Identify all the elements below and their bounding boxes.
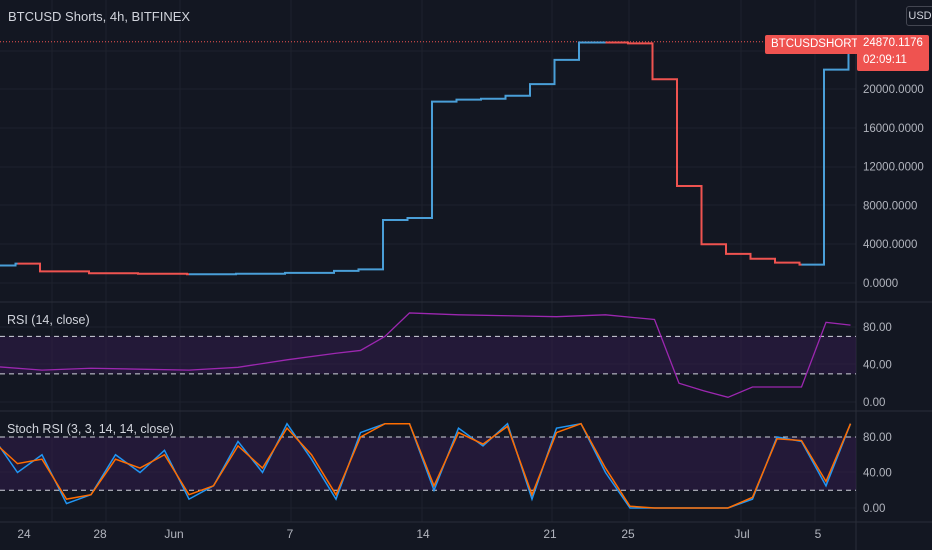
time-axis-label: 7 xyxy=(287,527,294,541)
price-segment xyxy=(458,97,483,101)
price-axis-label: 8000.0000 xyxy=(863,200,917,212)
rsi-axis-label: 40.00 xyxy=(863,360,892,372)
price-segment xyxy=(507,83,532,97)
price-segment xyxy=(777,261,802,266)
price-segment xyxy=(728,252,753,260)
price-segment xyxy=(556,41,581,61)
last-price-value: 24870.1176 xyxy=(863,37,923,49)
price-axis-label: 20000.0000 xyxy=(863,84,924,96)
price-axis-label: 12000.0000 xyxy=(863,162,924,174)
price-segment xyxy=(703,243,728,255)
rsi-axis-label: 0.00 xyxy=(863,397,885,409)
price-segment xyxy=(336,268,361,272)
rsi-band-fill xyxy=(0,336,856,374)
stoch-axis-label: 80.00 xyxy=(863,432,892,444)
price-axis-label: 4000.0000 xyxy=(863,239,917,251)
price-segment xyxy=(385,217,410,221)
time-axis-label: 28 xyxy=(93,527,107,541)
price-segment xyxy=(360,218,385,271)
price-segment xyxy=(483,94,508,100)
price-segment xyxy=(287,269,336,274)
time-axis-label: 14 xyxy=(416,527,430,541)
price-segment xyxy=(42,270,91,275)
price-segment xyxy=(17,262,42,273)
price-segment xyxy=(532,58,557,86)
time-axis-label: 5 xyxy=(815,527,822,541)
time-axis-label: 21 xyxy=(543,527,557,541)
price-segment xyxy=(679,185,704,246)
price-segment xyxy=(801,68,826,266)
price-segment xyxy=(0,262,18,267)
stoch-band-fill xyxy=(0,437,856,491)
stoch-d-line xyxy=(0,422,852,509)
currency-button[interactable]: USD xyxy=(906,6,932,26)
time-axis-label: Jun xyxy=(164,527,183,541)
bar-countdown: 02:09:11 xyxy=(863,54,907,66)
chart-title: BTCUSD Shorts, 4h, BITFINEX xyxy=(8,9,191,24)
price-segment xyxy=(654,78,679,187)
time-axis-label: 25 xyxy=(621,527,635,541)
price-segment xyxy=(752,257,777,264)
price-segment xyxy=(434,98,459,103)
price-axis-label: 16000.0000 xyxy=(863,123,924,135)
price-segment xyxy=(605,41,630,45)
price-segment xyxy=(238,271,287,275)
rsi-axis-label: 80.00 xyxy=(863,322,892,334)
price-segment xyxy=(630,42,655,81)
stoch-axis-label: 40.00 xyxy=(863,468,892,480)
price-segment xyxy=(409,100,434,220)
rsi-indicator-label[interactable]: RSI (14, close) xyxy=(7,313,90,327)
symbol-price-label: BTCUSDSHORTS xyxy=(765,35,872,54)
price-axis-label: 0.0000 xyxy=(863,278,898,290)
stoch-rsi-indicator-label[interactable]: Stoch RSI (3, 3, 14, 14, close) xyxy=(7,422,174,436)
stoch-axis-label: 0.00 xyxy=(863,503,885,515)
rsi-line xyxy=(0,312,851,398)
time-axis-label: 24 xyxy=(17,527,31,541)
time-axis-label: Jul xyxy=(734,527,749,541)
last-price-badge: 24870.1176 02:09:11 xyxy=(857,35,929,71)
